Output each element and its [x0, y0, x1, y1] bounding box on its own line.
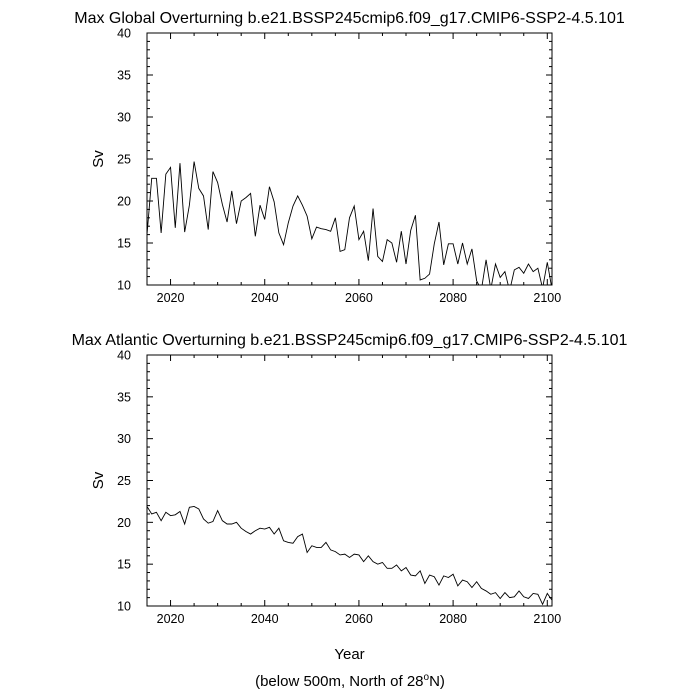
- x-axis-label: Year: [334, 646, 364, 663]
- y-tick-label: 10: [117, 279, 131, 293]
- y-axis-label: Sv: [90, 150, 107, 168]
- x-tick-label: 2060: [345, 612, 373, 626]
- plot-frame: [146, 354, 553, 607]
- x-tick-label: 2020: [157, 612, 185, 626]
- footnote-prefix: (below 500m, North of 28: [255, 673, 423, 690]
- x-tick-label: 2100: [533, 291, 561, 305]
- y-tick-label: 35: [117, 69, 131, 83]
- x-tick-label: 2060: [345, 291, 373, 305]
- series-line: [147, 161, 552, 285]
- x-tick-label: 2020: [157, 291, 185, 305]
- footnote-degree: o: [424, 672, 430, 683]
- y-tick-label: 15: [117, 237, 131, 251]
- y-tick-label: 25: [117, 474, 131, 488]
- x-tick-label: 2100: [533, 612, 561, 626]
- y-tick-label: 20: [117, 195, 131, 209]
- footnote: (below 500m, North of 28oN): [255, 672, 445, 690]
- footnote-suffix: N): [429, 673, 445, 690]
- panel-global-overturning: Max Global Overturning b.e21.BSSP245cmip…: [74, 10, 625, 305]
- y-tick-label: 25: [117, 153, 131, 167]
- x-tick-label: 2040: [251, 291, 279, 305]
- y-tick-label: 35: [117, 390, 131, 404]
- chart-title: Max Global Overturning b.e21.BSSP245cmip…: [74, 10, 625, 27]
- y-tick-label: 10: [117, 600, 131, 614]
- y-tick-label: 40: [117, 349, 131, 363]
- panel-atlantic-overturning: Max Atlantic Overturning b.e21.BSSP245cm…: [72, 332, 628, 663]
- chart-title: Max Atlantic Overturning b.e21.BSSP245cm…: [72, 332, 628, 349]
- plot-frame: [146, 32, 553, 286]
- y-axis-label: Sv: [90, 471, 107, 489]
- series-line: [147, 505, 552, 606]
- y-tick-label: 40: [117, 27, 131, 41]
- y-tick-label: 30: [117, 432, 131, 446]
- y-tick-label: 20: [117, 516, 131, 530]
- x-tick-label: 2040: [251, 612, 279, 626]
- x-tick-label: 2080: [439, 291, 467, 305]
- y-tick-label: 30: [117, 111, 131, 125]
- x-tick-label: 2080: [439, 612, 467, 626]
- y-tick-label: 15: [117, 558, 131, 572]
